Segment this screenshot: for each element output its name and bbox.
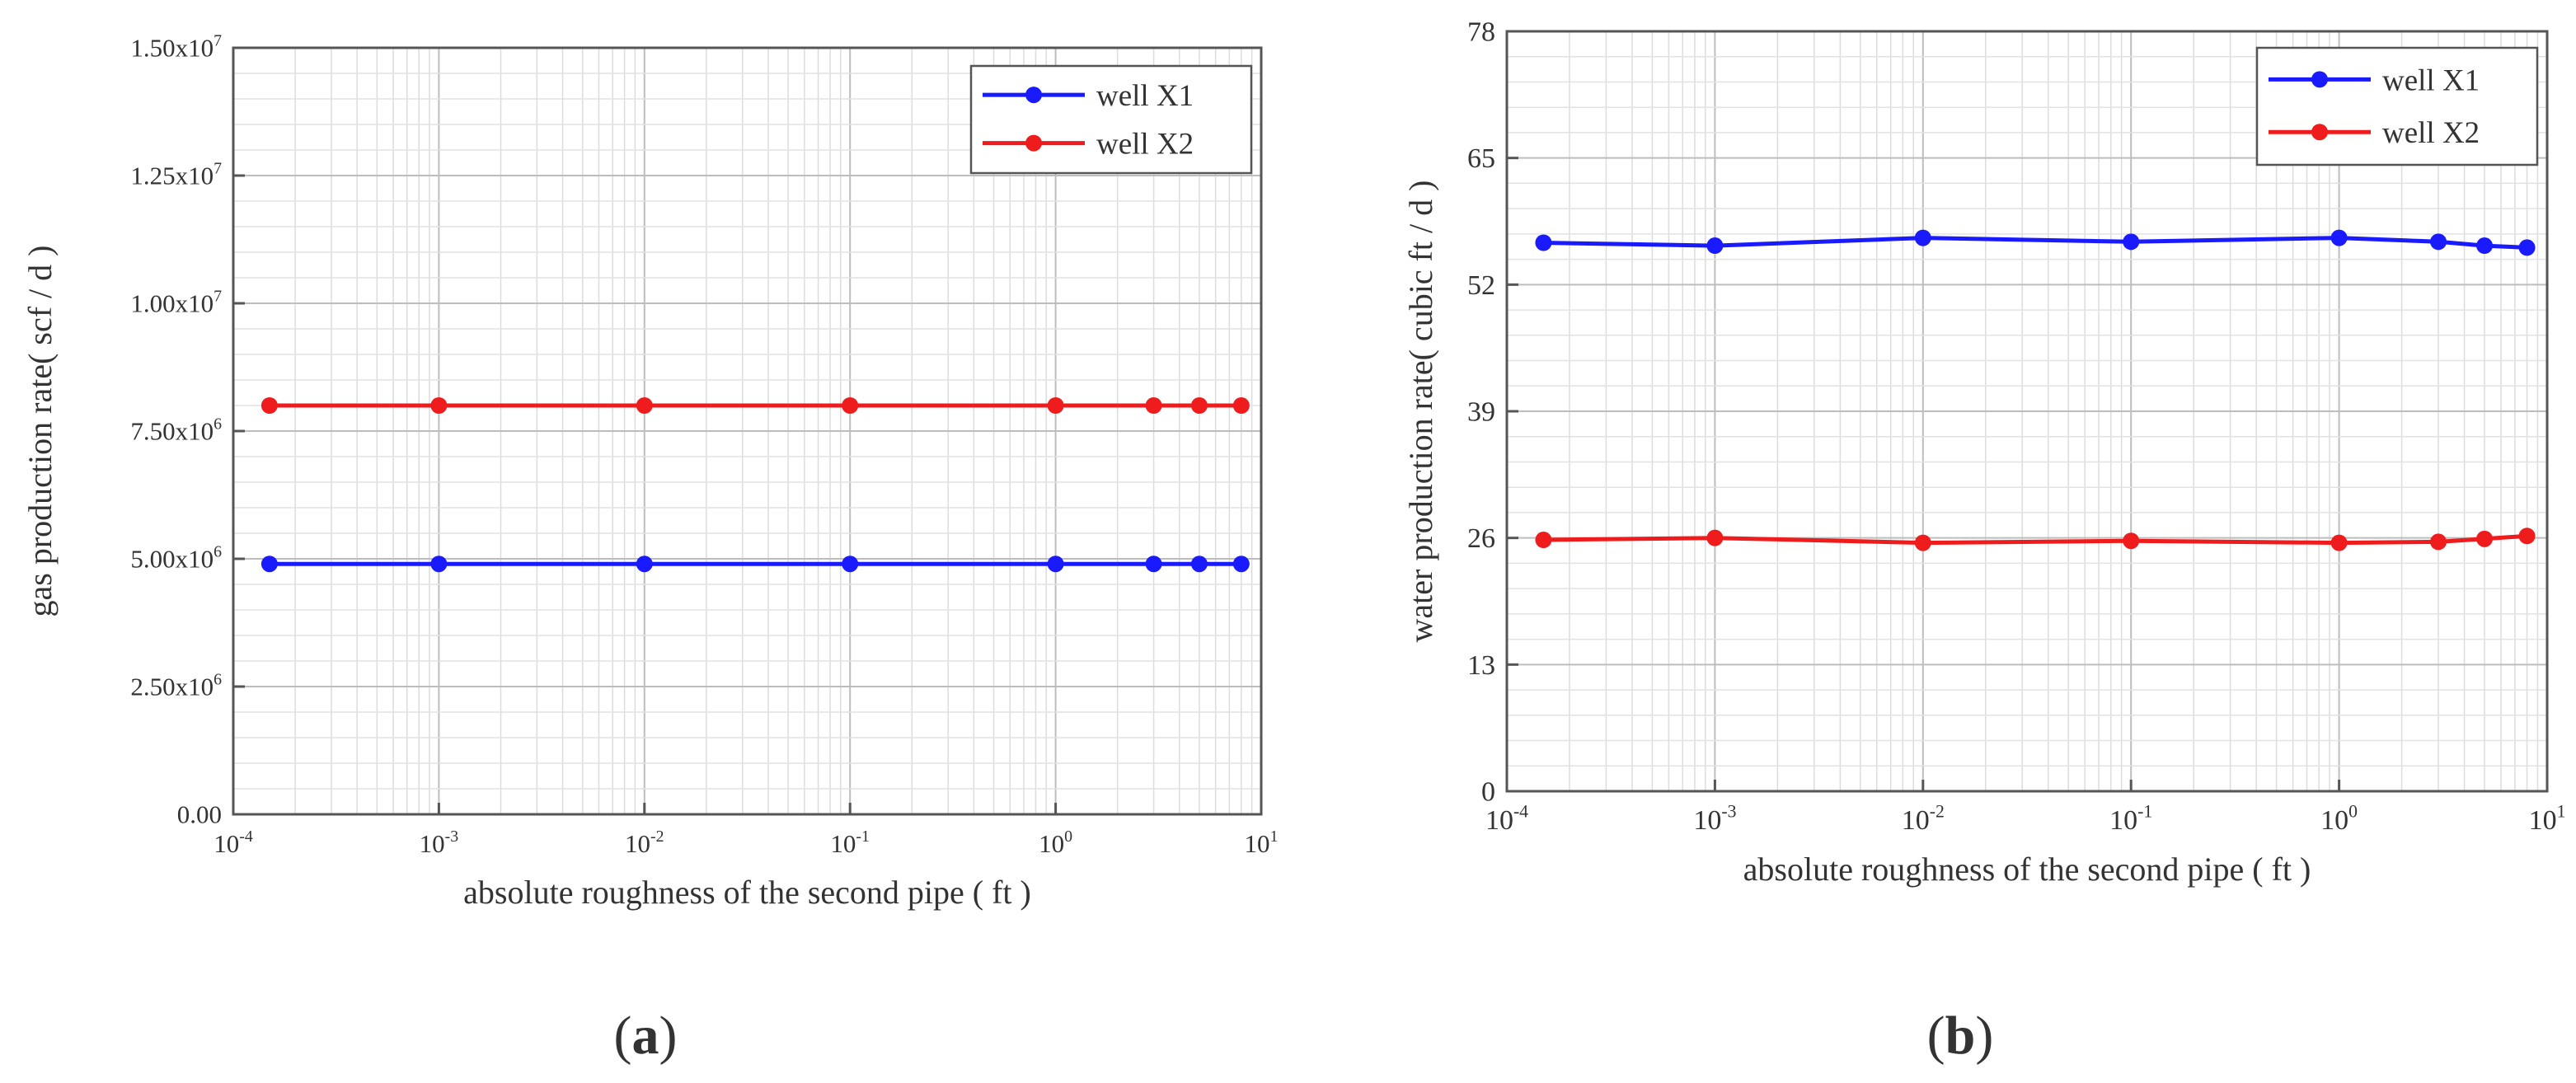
panel-a-y-axis-title: gas production rate( scf / d ) <box>21 246 59 617</box>
panel-b-data-point-well-x1 <box>2518 239 2536 256</box>
panel-b-x-tick-label: 10-4 <box>1485 802 1528 836</box>
panel-a-data-point-well-x1 <box>1232 556 1250 573</box>
panel-b-panel-label: (b) <box>1927 1006 1994 1066</box>
panel-b-x-axis-title: absolute roughness of the second pipe ( … <box>1743 851 2311 888</box>
panel-b-x-tick-label: 10-1 <box>2109 802 2152 836</box>
panel-a-legend-marker-well-x1 <box>1025 87 1042 104</box>
panel-b-y-tick-label: 0 <box>1481 777 1495 808</box>
panel-b-data-point-well-x2 <box>2430 533 2447 551</box>
panel-b-y-tick-label: 13 <box>1467 650 1495 681</box>
panel-b-x-tick-label: 10-3 <box>1693 802 1736 836</box>
panel-a-y-tick-label: 5.00x106 <box>130 543 222 574</box>
panel-b-y-axis-title: water production rate( cubic ft / d ) <box>1402 180 1439 643</box>
panel-a-data-point-well-x1 <box>842 556 859 573</box>
panel-a-data-point-well-x2 <box>430 397 448 414</box>
panel-b-x-tick-label: 10-2 <box>1902 802 1945 836</box>
panel-a-y-tick-label: 1.50x107 <box>130 32 222 63</box>
panel-b-data-point-well-x1 <box>2430 233 2447 251</box>
panel-a-x-tick-label: 10-4 <box>213 827 253 858</box>
panel-a-data-point-well-x2 <box>1190 397 1208 414</box>
panel-b-data-point-well-x2 <box>1706 529 1724 546</box>
panel-b-data-point-well-x2 <box>2123 532 2140 550</box>
panel-a-y-tick-label: 7.50x106 <box>130 415 222 446</box>
panel-a-data-point-well-x1 <box>1047 556 1064 573</box>
panel-a-legend-marker-well-x2 <box>1025 134 1042 152</box>
panel-a-data-point-well-x1 <box>636 556 653 573</box>
panel-a-data-point-well-x2 <box>1145 397 1162 414</box>
panel-b-y-tick-label: 26 <box>1467 523 1495 554</box>
panel-b-legend-label-well-x2: well X2 <box>2382 116 2480 150</box>
panel-a-data-point-well-x2 <box>1232 397 1250 414</box>
panel-b-data-point-well-x1 <box>2123 233 2140 251</box>
panel-a-data-point-well-x1 <box>430 556 448 573</box>
panel-a-data-point-well-x1 <box>260 556 278 573</box>
panel-a-y-tick-label: 2.50x106 <box>130 671 222 701</box>
panel-b-data-point-well-x1 <box>2330 229 2348 246</box>
panel-a-y-tick-label: 0.00 <box>177 800 222 829</box>
panel-a-x-tick-label: 101 <box>1245 827 1279 858</box>
panel-b-legend-marker-well-x2 <box>2311 124 2328 141</box>
panel-b-data-point-well-x1 <box>1535 234 1552 251</box>
panel-b-y-tick-label: 52 <box>1467 270 1495 301</box>
panel-a-legend-label-well-x1: well X1 <box>1096 79 1194 113</box>
panel-a-data-point-well-x2 <box>260 397 278 414</box>
panel-b-x-tick-label: 101 <box>2529 802 2566 836</box>
panel-a-x-axis-title: absolute roughness of the second pipe ( … <box>463 874 1031 911</box>
panel-a-panel-label: (a) <box>614 1006 678 1066</box>
panel-a-x-tick-label: 100 <box>1039 827 1072 858</box>
panel-a-x-tick-label: 10-1 <box>830 827 870 858</box>
panel-a-data-point-well-x2 <box>636 397 653 414</box>
panel-b-legend-marker-well-x1 <box>2311 71 2328 88</box>
panel-b-chart: 10-4 10-3 10-2 10-1 100 101 0 13 26 39 52 65 78 absol… <box>1402 17 2565 1066</box>
panel-b-y-tick-label: 39 <box>1467 397 1495 428</box>
panel-b-data-point-well-x1 <box>1706 237 1724 255</box>
panel-b-x-tick-label: 100 <box>2320 802 2358 836</box>
panel-a-data-point-well-x1 <box>1190 556 1208 573</box>
panel-b-y-tick-label: 65 <box>1467 143 1495 174</box>
panel-b-legend-box <box>2255 46 2539 166</box>
panel-a-y-tick-label: 1.00x107 <box>130 288 222 318</box>
panel-a-data-point-well-x2 <box>1047 397 1064 414</box>
panel-b-data-point-well-x1 <box>1914 229 1931 246</box>
panel-b-data-point-well-x1 <box>2476 237 2494 255</box>
panel-a-x-tick-label: 10-3 <box>420 827 459 858</box>
panel-b-legend-label-well-x1: well X1 <box>2382 63 2480 97</box>
panel-b-data-point-well-x2 <box>2476 530 2494 547</box>
panel-a-legend-label-well-x2: well X2 <box>1096 128 1194 162</box>
panel-a-x-tick-label: 10-2 <box>625 827 664 858</box>
panel-b-data-point-well-x2 <box>1914 534 1931 551</box>
panel-a-data-point-well-x2 <box>842 397 859 414</box>
panel-b-y-tick-label: 78 <box>1467 17 1495 48</box>
panel-a-data-point-well-x1 <box>1145 556 1162 573</box>
panel-b-data-point-well-x2 <box>2518 527 2536 545</box>
panel-a-legend-box <box>969 64 1253 175</box>
panel-a-y-tick-label: 1.25x107 <box>130 160 222 190</box>
panel-b-data-point-well-x2 <box>1535 532 1552 549</box>
panel-b-data-point-well-x2 <box>2330 534 2348 551</box>
panel-a-chart: 10-4 10-3 10-2 10-1 100 101 0.00 2.50x106 5.00x1… <box>21 32 1278 1066</box>
